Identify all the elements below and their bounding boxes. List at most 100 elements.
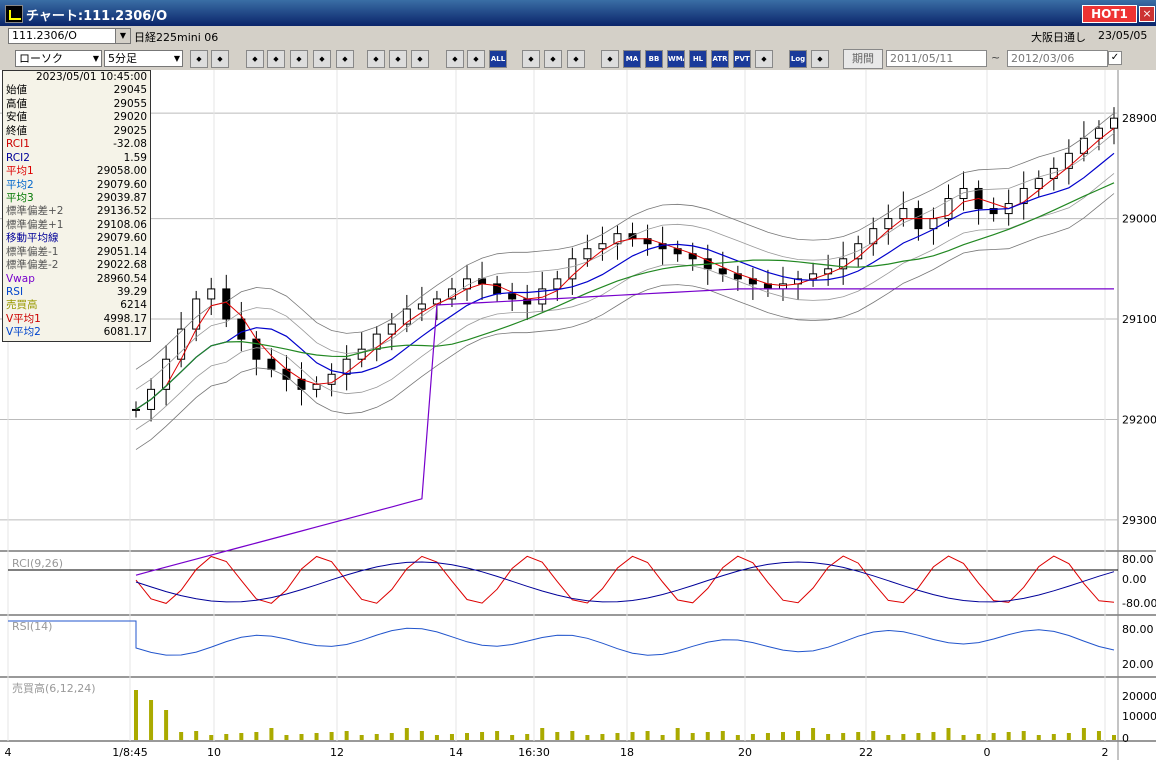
chart-app-icon <box>5 5 23 23</box>
timeframe-select[interactable]: 5分足 ▼ <box>104 50 183 67</box>
volume-bar <box>1021 731 1026 740</box>
volume-bar <box>705 732 710 740</box>
info-value: 6214 <box>120 299 147 312</box>
time-axis-label: 10 <box>207 746 221 759</box>
candle-body <box>387 323 396 335</box>
candle2-icon[interactable]: ◆ <box>467 50 485 68</box>
time-axis-label: 14 <box>449 746 463 759</box>
hot-button[interactable]: HOT1 <box>1082 5 1137 23</box>
scale-icon[interactable]: ◆ <box>313 50 331 68</box>
info-row: 標準偏差-1 29051.14 <box>3 246 150 259</box>
cursor-icon[interactable]: ◆ <box>389 50 407 68</box>
window-icon[interactable]: ◆ <box>811 50 829 68</box>
info-label: 移動平均線 <box>6 232 59 245</box>
time-axis-label: 20 <box>738 746 752 759</box>
volume-bar <box>991 733 996 740</box>
volume-title: 売買高(6,12,24) <box>12 681 96 695</box>
ma1-line <box>135 127 1115 410</box>
hl-icon[interactable]: HL <box>689 50 707 68</box>
bb-icon[interactable]: BB <box>645 50 663 68</box>
ma-icon[interactable]: MA <box>623 50 641 68</box>
volume-bar <box>946 728 951 740</box>
date-from-field[interactable]: 2011/05/11 <box>886 50 987 67</box>
volume-bar <box>1066 733 1071 740</box>
candle-body <box>222 288 231 320</box>
price-axis-label: 28900 <box>1122 112 1156 125</box>
info-label: 平均3 <box>6 191 34 204</box>
palette-icon[interactable]: ◆ <box>567 50 585 68</box>
info-row: 始値 29045 <box>3 84 150 97</box>
candle-body <box>884 218 893 230</box>
candle-icon[interactable]: ◆ <box>446 50 464 68</box>
price-axis-label: 29200 <box>1122 413 1156 426</box>
info-row: RCI1 -32.08 <box>3 138 150 151</box>
info-label: 標準偏差+1 <box>6 218 64 231</box>
close-icon[interactable]: × <box>1139 6 1155 22</box>
volume-bar <box>886 735 891 740</box>
wma-icon[interactable]: WMA <box>667 50 685 68</box>
log-icon[interactable]: Log <box>789 50 807 68</box>
time-axis-label: 4 <box>5 746 12 759</box>
volume-bar <box>540 728 545 740</box>
atr-icon[interactable]: ATR <box>711 50 729 68</box>
volume-bar <box>841 733 846 740</box>
apply-checkbox[interactable]: ✓ <box>1108 51 1122 65</box>
info-row: 終値 29025 <box>3 125 150 138</box>
chevron-down-icon[interactable]: ▼ <box>115 28 131 44</box>
rci-axis-label: 80.00 <box>1122 553 1154 566</box>
volume-bar <box>389 733 394 740</box>
volume-bar <box>1036 735 1041 740</box>
time-axis-label: 16:30 <box>518 746 550 759</box>
disabled-icon[interactable]: ◆ <box>336 50 354 68</box>
settings-icon[interactable]: ◆ <box>522 50 540 68</box>
ma2-line <box>135 152 1115 410</box>
candle-body <box>959 187 968 200</box>
date-to-field[interactable]: 2012/03/06 <box>1007 50 1108 67</box>
candle-body <box>297 378 306 390</box>
info-bar <box>0 26 1156 46</box>
info-label: 安値 <box>6 111 27 124</box>
candle-body <box>944 198 953 220</box>
volume-bar <box>434 735 439 740</box>
volume-bar <box>660 735 665 740</box>
pencil-icon[interactable]: ◆ <box>367 50 385 68</box>
info-panel: 2023/05/01 10:45:00 始値 29045 高値 29055 安値 2902… <box>2 70 151 342</box>
info-row: 売買高 6214 <box>3 299 150 312</box>
rci-axis-label: -80.00 <box>1122 597 1156 610</box>
volume-axis-label: 20000 <box>1122 690 1156 703</box>
volume-bar <box>585 735 590 740</box>
volume-bar <box>164 710 169 740</box>
volume-bar <box>856 732 861 740</box>
info-label: RCI1 <box>6 138 30 151</box>
info-value: 4998.17 <box>103 312 147 325</box>
bar-chart-icon[interactable]: ◆ <box>290 50 308 68</box>
volume-bar <box>209 735 214 740</box>
download-icon[interactable]: ◆ <box>246 50 264 68</box>
volume-bar <box>299 734 304 740</box>
pvt2-icon[interactable]: ◆ <box>755 50 773 68</box>
info-value: 29045 <box>113 84 147 97</box>
period-button[interactable]: 期間 <box>843 49 883 69</box>
crosshair-icon[interactable]: ◆ <box>211 50 229 68</box>
zoom-icon[interactable]: ◆ <box>190 50 208 68</box>
undo-icon[interactable]: ◆ <box>411 50 429 68</box>
info-value: 29079.60 <box>96 232 147 245</box>
wrench-icon[interactable]: ◆ <box>544 50 562 68</box>
volume-bar <box>510 735 515 740</box>
info-label: 標準偏差+2 <box>6 205 64 218</box>
candle-body <box>132 408 140 411</box>
chart-area[interactable]: 29300 29200 29100 29000 28900 RCI(9,26) 80.00 0… <box>0 70 1156 760</box>
volume-bar <box>976 734 981 740</box>
volume-bar <box>374 734 379 740</box>
magnifier-icon[interactable]: ◆ <box>267 50 285 68</box>
info-datetime: 2023/05/01 10:45:00 <box>35 71 147 83</box>
symbol-input[interactable]: 111.2306/O <box>8 28 116 44</box>
candle-body <box>357 348 366 360</box>
pivot-icon[interactable]: ◆ <box>601 50 619 68</box>
volume-bar <box>359 735 364 740</box>
time-axis-label: 1/8:45 <box>112 746 147 759</box>
pvt-icon[interactable]: PVT <box>733 50 751 68</box>
chart-type-select[interactable]: ローソク ▼ <box>15 50 102 67</box>
candle-body <box>447 288 456 300</box>
all-icon[interactable]: ALL <box>489 50 507 68</box>
